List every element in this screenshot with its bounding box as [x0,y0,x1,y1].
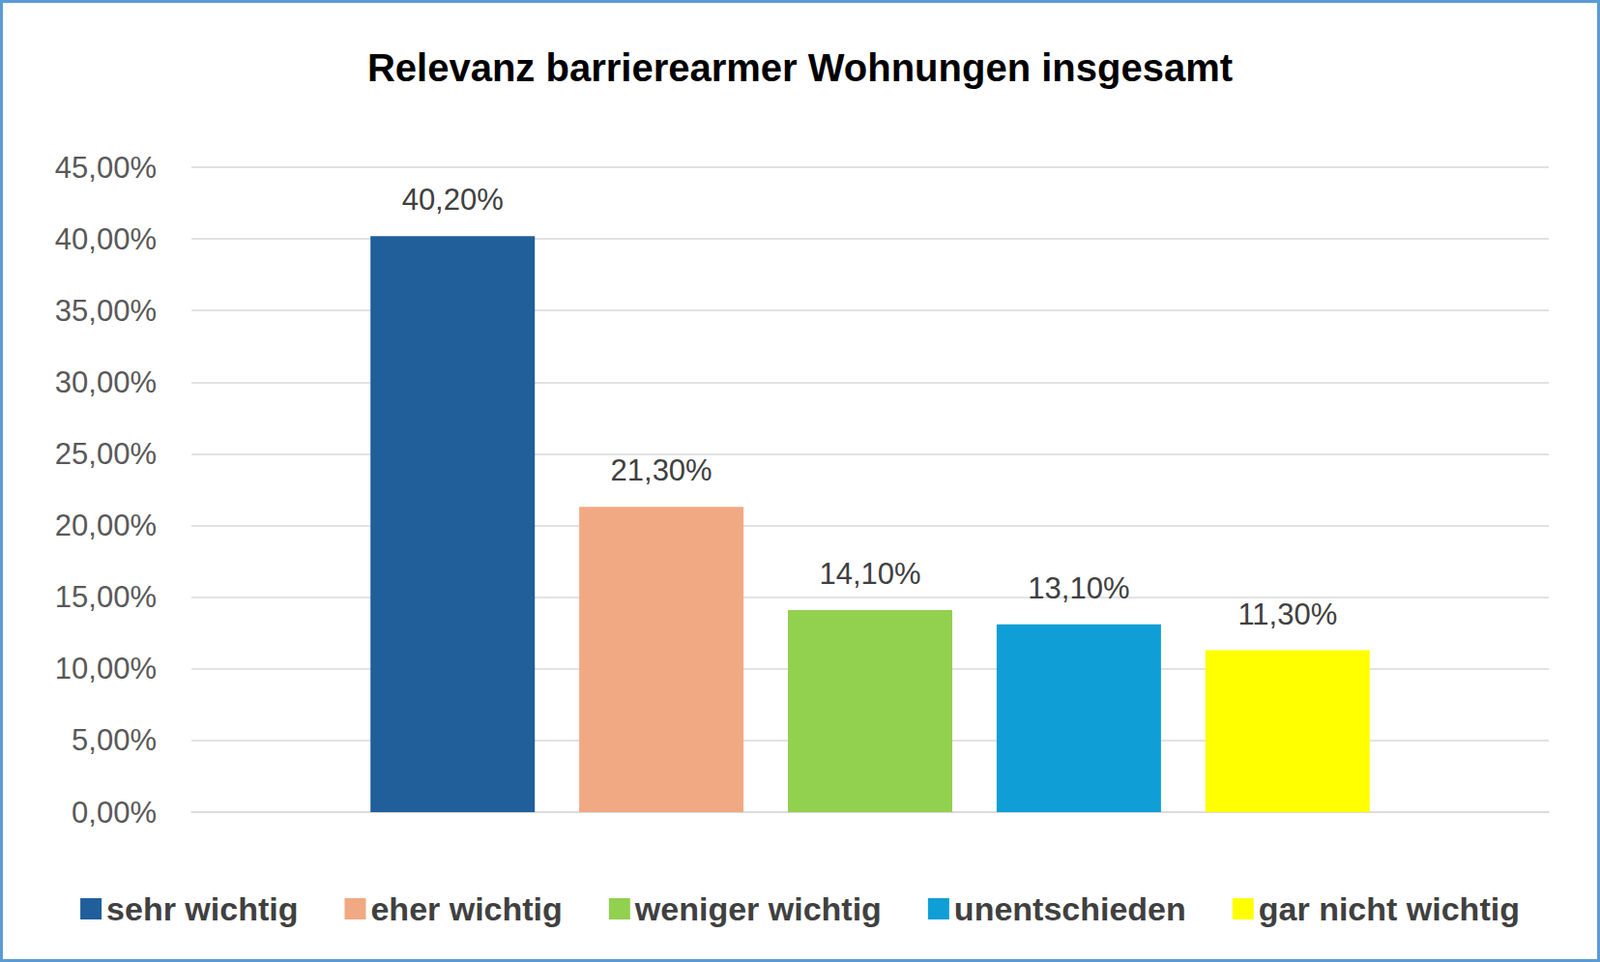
svg-text:30,00%: 30,00% [55,365,157,400]
svg-text:14,10%: 14,10% [818,556,921,591]
svg-text:15,00%: 15,00% [55,580,157,614]
svg-text:0,00%: 0,00% [71,795,157,830]
svg-text:weniger wichtig: weniger wichtig [634,890,882,928]
svg-text:Relevanz barrierearmer Wohnung: Relevanz barrierearmer Wohnungen insgesa… [367,46,1233,89]
svg-text:40,20%: 40,20% [402,182,504,217]
svg-text:gar nicht wichtig: gar nicht wichtig [1258,890,1520,928]
svg-text:25,00%: 25,00% [55,436,157,471]
svg-text:20,00%: 20,00% [55,508,157,543]
svg-text:10,00%: 10,00% [55,651,157,686]
svg-text:21,30%: 21,30% [610,453,713,488]
svg-text:5,00%: 5,00% [71,723,157,757]
svg-text:eher wichtig: eher wichtig [370,890,562,928]
svg-text:sehr wichtig: sehr wichtig [106,890,298,928]
svg-text:40,00%: 40,00% [55,222,157,257]
svg-text:unentschieden: unentschieden [954,890,1187,928]
svg-text:13,10%: 13,10% [1027,571,1130,606]
svg-text:45,00%: 45,00% [55,150,157,185]
svg-text:35,00%: 35,00% [55,293,157,328]
svg-text:11,30%: 11,30% [1237,597,1338,632]
